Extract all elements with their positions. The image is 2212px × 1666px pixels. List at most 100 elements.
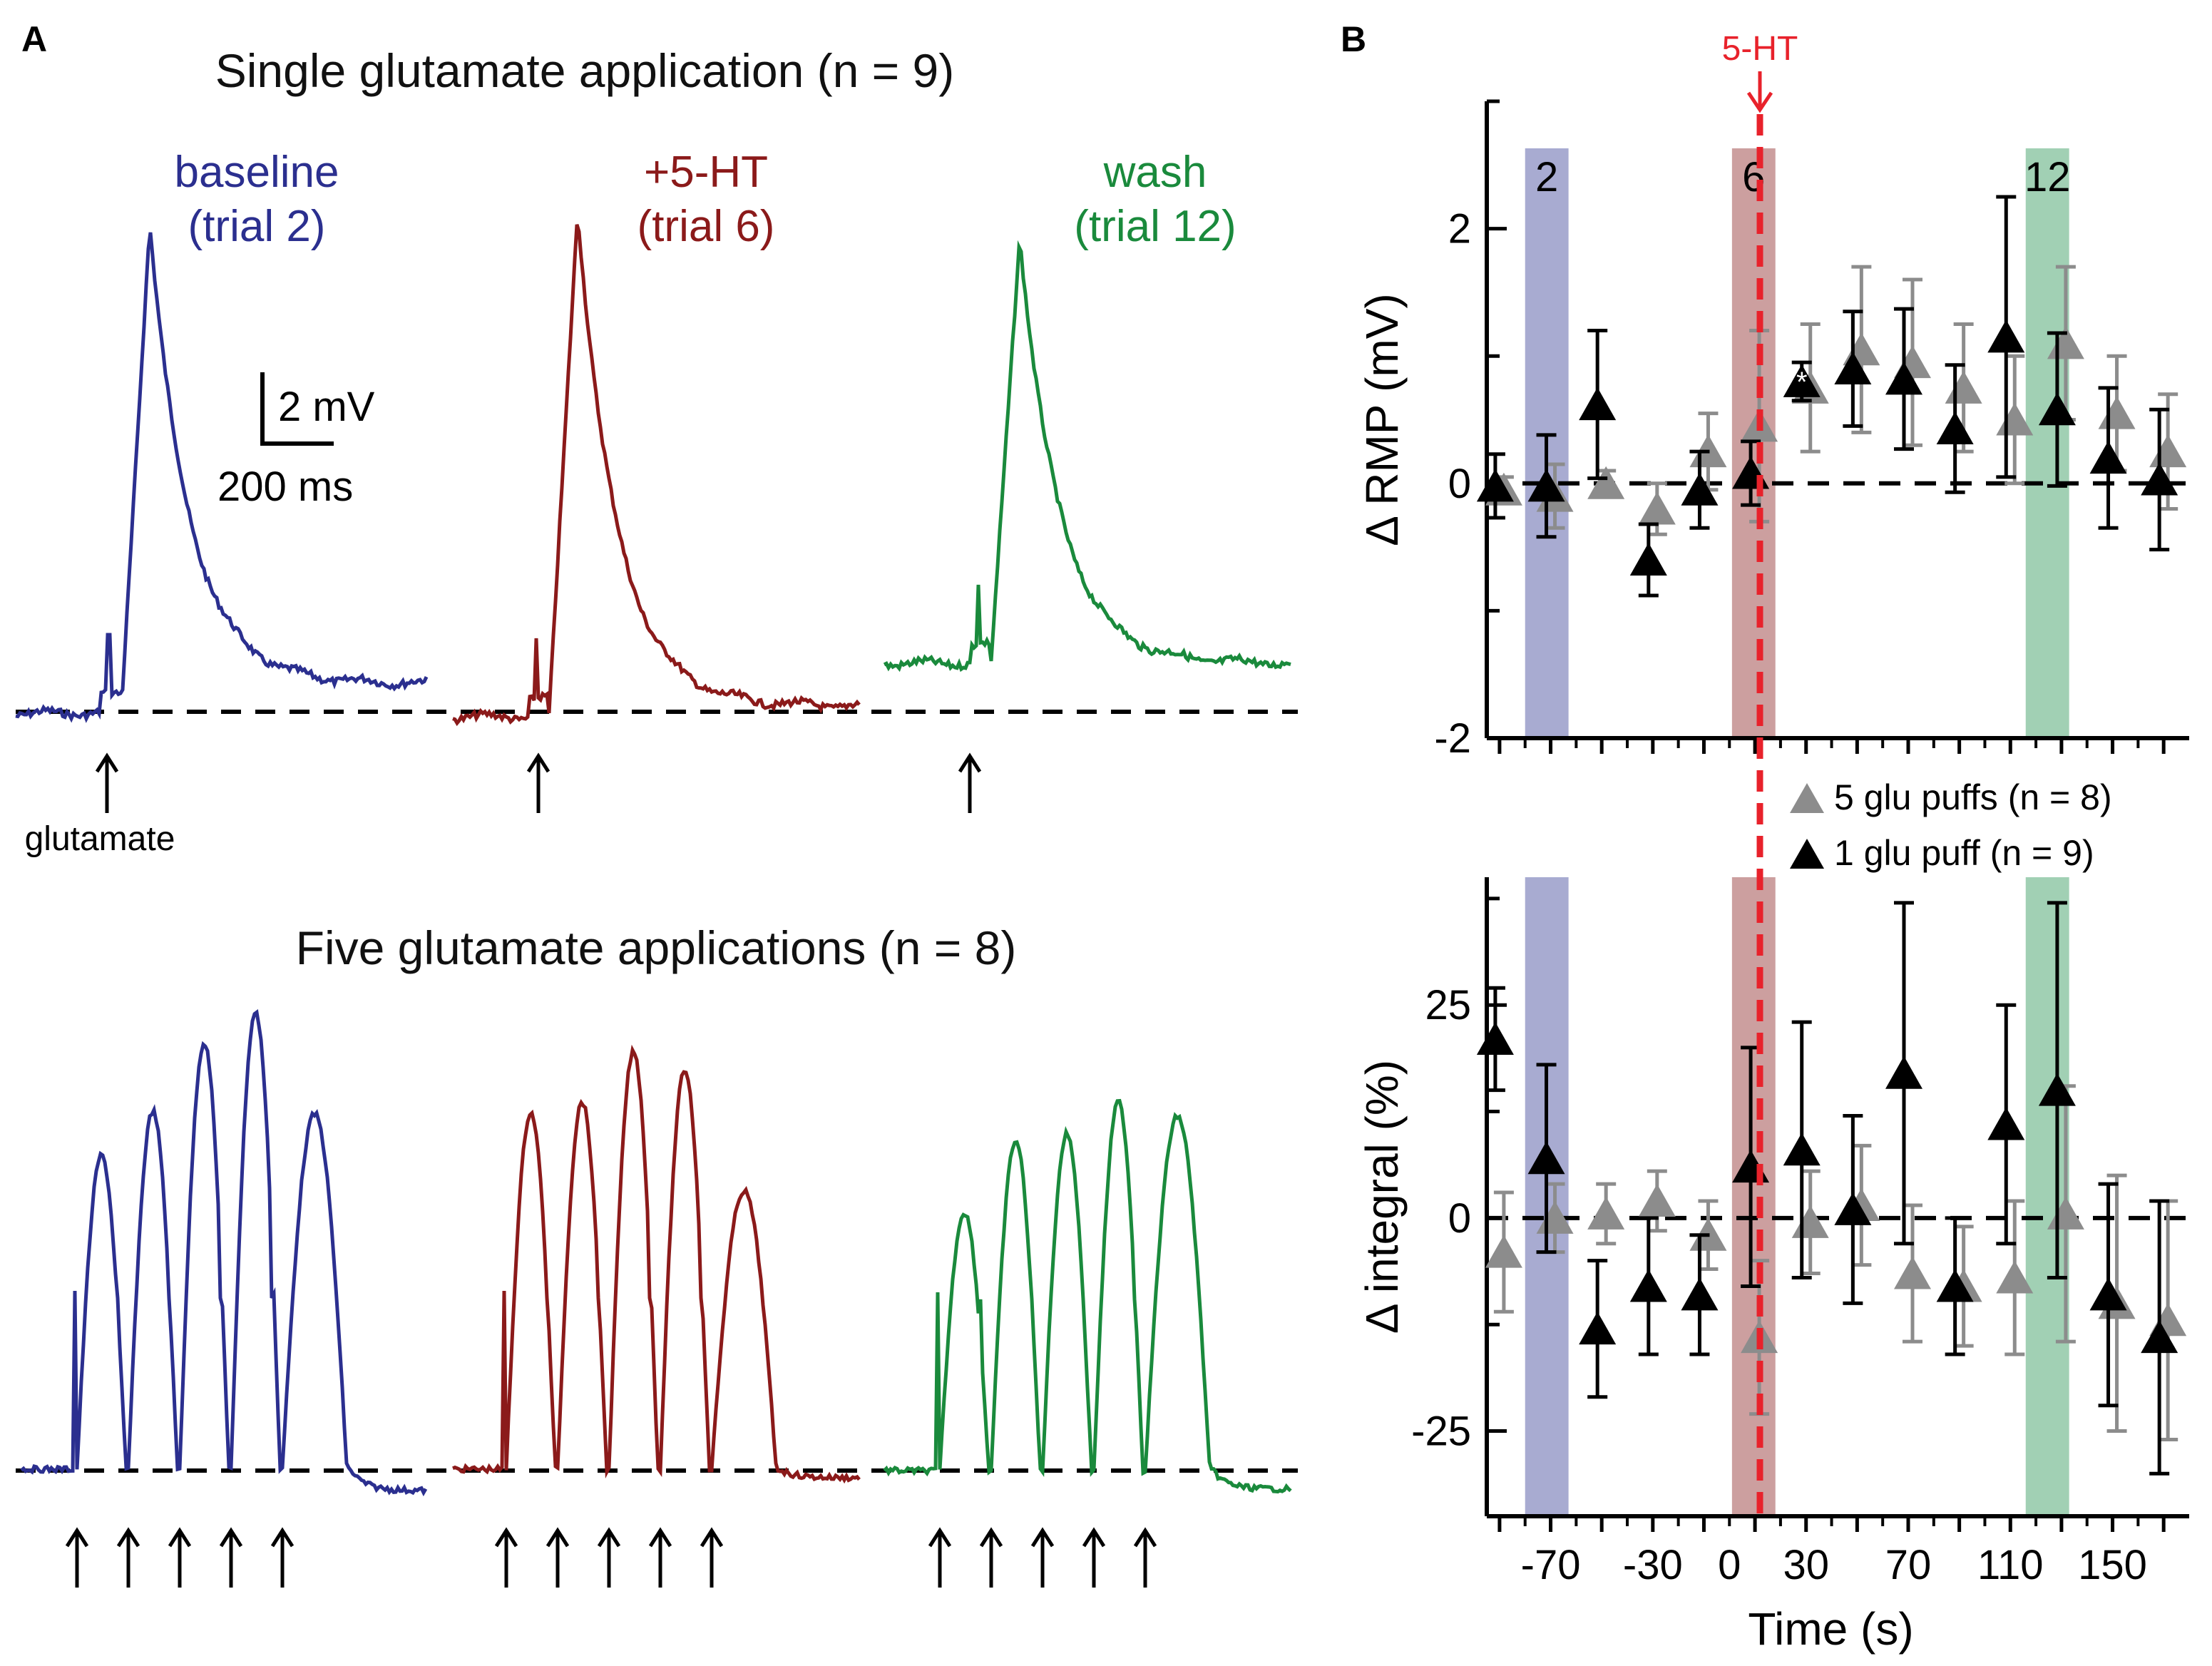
y-tick-label-plot-2: 25 — [1425, 982, 1471, 1028]
scale-bar-voltage: 2 mV — [278, 384, 375, 430]
single-arrow-1 — [95, 752, 119, 813]
five-arrow-1-2 — [116, 1527, 140, 1588]
five-arrow-1-4 — [219, 1527, 243, 1588]
point-1-puff-plot-2 — [1936, 1269, 1974, 1302]
point-1-puff-plot-1 — [1987, 320, 2025, 353]
legend-label-5-puffs: 5 glu puffs (n = 8) — [1834, 777, 2112, 817]
shade-trial-6-plot-1 — [1731, 148, 1776, 738]
five-arrow-1-1 — [65, 1527, 89, 1588]
drug-arrow — [1746, 71, 1773, 113]
x-tick-label: 70 — [1885, 1542, 1932, 1588]
point-1-puff-plot-1 — [1885, 362, 1922, 395]
x-tick-label: 150 — [2078, 1542, 2147, 1588]
trace-single-wash — [883, 240, 1291, 673]
point-5-puffs-plot-1 — [1638, 491, 1676, 525]
point-5-puffs-plot-2 — [1791, 1205, 1829, 1238]
baseline-label: baseline — [175, 148, 339, 197]
five-arrow-3-4 — [1082, 1527, 1106, 1588]
panel-b-label: B — [1341, 19, 1366, 59]
single-arrow-3 — [958, 752, 982, 813]
x-tick-label: 0 — [1718, 1542, 1741, 1588]
x-axis-label: Time (s) — [1748, 1603, 1913, 1655]
shade-label-2: 2 — [1535, 154, 1558, 200]
panel-a: A Single glutamate application (n = 9) F… — [15, 19, 1298, 1588]
point-1-puff-plot-2 — [2038, 1073, 2076, 1106]
glutamate-label: glutamate — [25, 820, 175, 858]
point-5-puffs-plot-2 — [1587, 1196, 1625, 1230]
point-1-puff-plot-2 — [2089, 1277, 2127, 1311]
legend-marker-5-puffs — [1790, 783, 1824, 813]
x-tick-label: -70 — [1521, 1542, 1581, 1588]
point-1-puff-plot-2 — [1681, 1277, 1719, 1311]
point-5-puffs-plot-1 — [2149, 434, 2187, 468]
five-arrow-1-3 — [168, 1527, 192, 1588]
point-1-puff-plot-2 — [2141, 1320, 2178, 1354]
point-5-puffs-plot-2 — [1638, 1183, 1676, 1217]
plot-2: -25 0 25 -70 -30 0 30 70 110 150 Δ integral (%) Tim… — [1356, 877, 2189, 1655]
five-arrow-1-5 — [270, 1527, 295, 1588]
drug-label: 5-HT — [1722, 30, 1798, 68]
trace-five-5ht — [452, 1044, 861, 1484]
point-1-puff-plot-1 — [2089, 441, 2127, 474]
point-1-puff-plot-2 — [1476, 1021, 1514, 1055]
point-1-puff-plot-2 — [1834, 1192, 1872, 1225]
five-arrow-3-2 — [979, 1527, 1003, 1588]
wash-trial-label: (trial 12) — [1074, 202, 1236, 251]
legend: 5 glu puffs (n = 8) 1 glu puff (n = 9) — [1790, 777, 2112, 873]
five-arrow-2-4 — [648, 1527, 672, 1588]
shade-trial-6-plot-2 — [1731, 877, 1776, 1516]
x-tick-label: 30 — [1783, 1542, 1829, 1588]
panel-a-label: A — [21, 19, 47, 59]
trace-single-baseline — [15, 232, 429, 723]
scale-bar-time: 200 ms — [217, 464, 353, 510]
point-5-puffs-plot-2 — [1894, 1256, 1931, 1289]
baseline-trial-label: (trial 2) — [188, 202, 326, 251]
y-axis-label-plot-1: Δ RMP (mV) — [1356, 293, 1408, 546]
point-1-puff-plot-2 — [1783, 1133, 1821, 1166]
significance-asterisk: * — [1796, 367, 1808, 398]
five-arrow-2-1 — [494, 1527, 518, 1588]
wash-label: wash — [1103, 148, 1207, 197]
point-1-puff-plot-2 — [1987, 1107, 2025, 1140]
y-tick-label-plot-2: 0 — [1448, 1195, 1471, 1242]
y-tick-label-plot-1: 2 — [1448, 206, 1471, 252]
point-1-puff-plot-1 — [1527, 469, 1565, 502]
point-5-puffs-plot-1 — [2098, 396, 2136, 429]
trace-five-wash — [883, 1098, 1292, 1494]
trace-five-baseline — [20, 1008, 428, 1497]
glutamate-arrows — [65, 752, 1157, 1588]
five-arrow-3-1 — [928, 1527, 952, 1588]
point-5-puffs-plot-2 — [1485, 1235, 1522, 1268]
point-1-puff-plot-2 — [1527, 1141, 1565, 1175]
point-1-puff-plot-2 — [1885, 1056, 1922, 1089]
y-tick-label-plot-2: -25 — [1411, 1409, 1471, 1455]
point-1-puff-plot-1 — [1834, 352, 1872, 385]
point-5-puffs-plot-1 — [1945, 370, 1982, 404]
point-1-puff-plot-1 — [1476, 469, 1514, 502]
point-1-puff-plot-1 — [1629, 542, 1667, 576]
y-tick-label-plot-1: 0 — [1448, 461, 1471, 507]
point-1-puff-plot-1 — [1681, 472, 1719, 506]
point-1-puff-plot-1 — [1579, 387, 1617, 421]
x-tick-label: 110 — [1977, 1542, 2043, 1588]
shade-label-12: 12 — [2024, 154, 2071, 200]
5ht-label: +5-HT — [644, 148, 768, 197]
five-arrow-3-3 — [1030, 1527, 1055, 1588]
point-1-puff-plot-1 — [1936, 412, 1974, 445]
five-arrow-2-5 — [700, 1527, 724, 1588]
five-application-title: Five glutamate applications (n = 8) — [296, 921, 1017, 974]
point-5-puffs-plot-2 — [1996, 1260, 2034, 1294]
point-1-puff-plot-2 — [1629, 1269, 1667, 1302]
scale-bar: 2 mV 200 ms — [217, 372, 375, 510]
point-1-puff-plot-1 — [1783, 364, 1821, 397]
five-arrow-2-2 — [546, 1527, 570, 1588]
five-arrow-2-3 — [597, 1527, 621, 1588]
five-arrow-3-5 — [1133, 1527, 1157, 1588]
y-axis-label-plot-2: Δ integral (%) — [1356, 1060, 1408, 1334]
legend-label-1-puff: 1 glu puff (n = 9) — [1834, 833, 2094, 873]
single-application-title: Single glutamate application (n = 9) — [215, 44, 954, 97]
point-1-puff-plot-1 — [2038, 392, 2076, 426]
single-arrow-2 — [526, 752, 551, 813]
point-5-puffs-plot-1 — [1587, 466, 1625, 499]
